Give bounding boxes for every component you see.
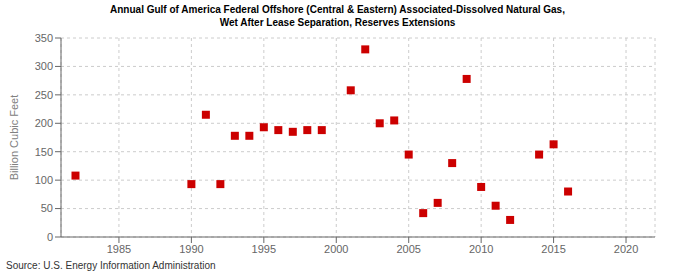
html-text:Annual Gulf of America Federal: Annual Gulf of America Federal Offshore … [110,4,565,15]
html-text:Source: U.S. Energy Informatio: Source: U.S. Energy Information Administ… [6,260,216,271]
svg-text:300: 300 [35,60,53,72]
svg-text:1985: 1985 [107,243,131,255]
svg-text:1995: 1995 [252,243,276,255]
svg-text:2015: 2015 [541,243,565,255]
svg-text:2005: 2005 [396,243,420,255]
svg-text:2020: 2020 [614,243,638,255]
svg-text:150: 150 [35,146,53,158]
svg-text:50: 50 [41,202,53,214]
svg-text:2010: 2010 [469,243,493,255]
svg-text:Billion Cubic Feet: Billion Cubic Feet [8,95,20,181]
svg-text:350: 350 [35,32,53,44]
svg-text:100: 100 [35,174,53,186]
svg-text:1990: 1990 [179,243,203,255]
svg-text:0: 0 [47,231,53,243]
svg-text:2000: 2000 [324,243,348,255]
svg-text:200: 200 [35,117,53,129]
svg-text:250: 250 [35,89,53,101]
html-text:Wet After Lease Separation, Re: Wet After Lease Separation, Reserves Ext… [219,17,456,28]
